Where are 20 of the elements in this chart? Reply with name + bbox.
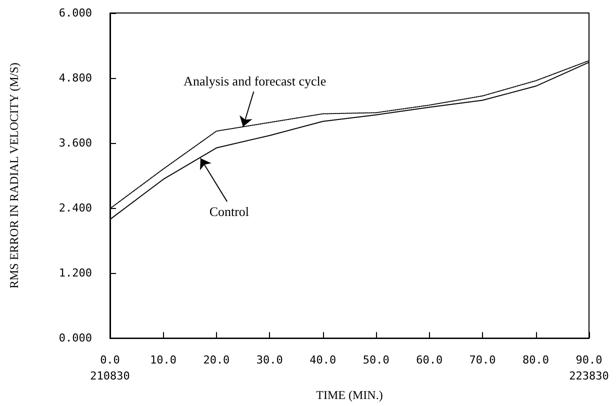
x-tick-label: 70.0 xyxy=(469,354,496,367)
y-tick-label: 4.800 xyxy=(58,72,92,85)
y-axis-title: RMS ERROR IN RADIAL VELOCITY (M/S) xyxy=(7,62,21,289)
annotation: Control xyxy=(209,204,250,219)
annotation: Analysis and forecast cycle xyxy=(184,74,326,89)
x-tick-label: 90.0 223830 xyxy=(569,354,609,383)
x-tick-label: 50.0 xyxy=(362,354,390,367)
y-tick-label: 6.000 xyxy=(58,6,92,20)
x-tick-label: 10.0 xyxy=(150,354,176,367)
y-tick-label: 0.000 xyxy=(58,332,92,345)
x-tick-label: 80.0 xyxy=(522,354,550,367)
y-tick-label: 1.200 xyxy=(58,266,92,280)
x-tick-label: 60.0 xyxy=(416,354,443,367)
y-tick-label: 3.600 xyxy=(58,136,92,150)
x-axis-title: TIME (MIN.) xyxy=(316,388,383,402)
x-tick-label: 0.0 210830 xyxy=(90,354,130,383)
x-tick-label: 30.0 xyxy=(256,354,283,367)
y-tick-label: 2.400 xyxy=(58,202,92,215)
x-tick-label: 20.0 xyxy=(203,354,230,367)
x-tick-label: 40.0 xyxy=(310,354,336,367)
